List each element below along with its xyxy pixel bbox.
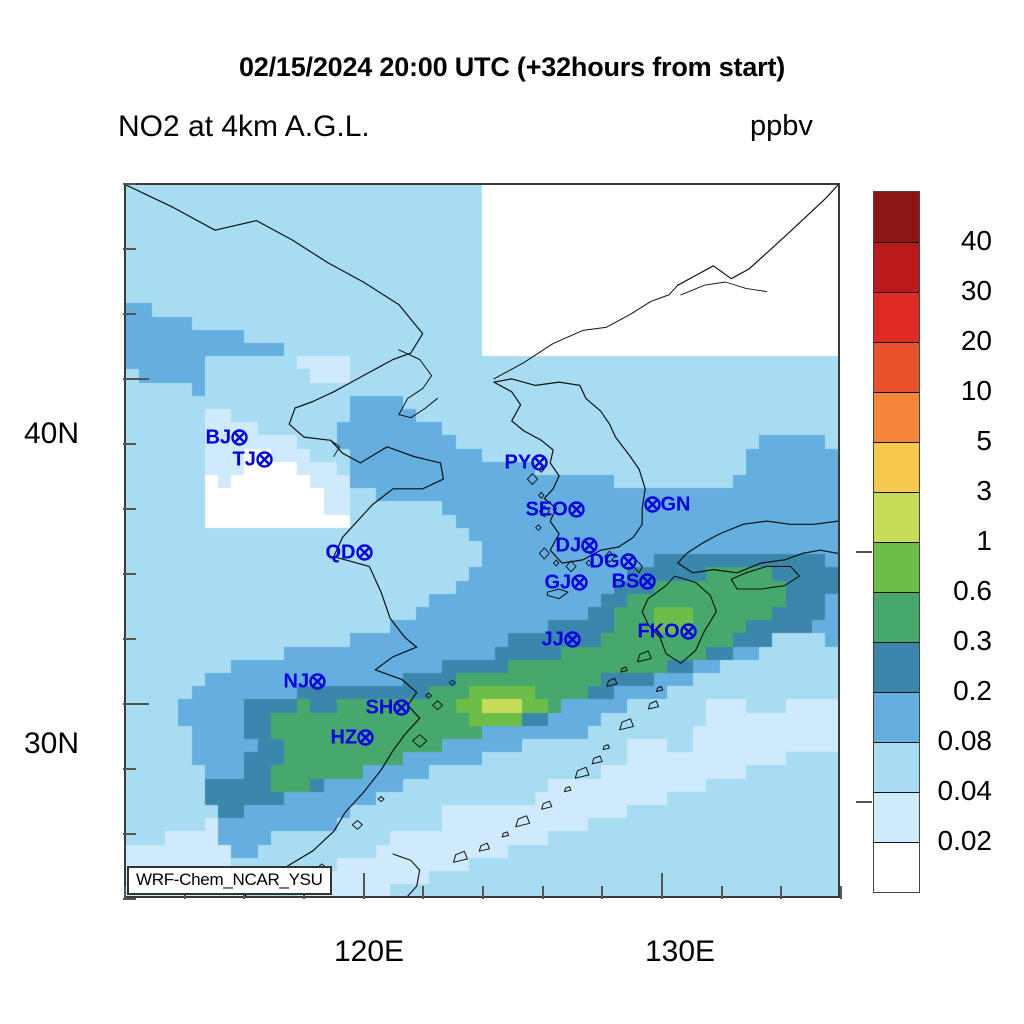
colorbar-minor-tick <box>856 551 872 553</box>
y-tick-label-40N: 40N <box>24 417 80 450</box>
y-tick-label-30N: 30N <box>24 727 80 760</box>
circle-x-icon <box>619 553 637 570</box>
circle-x-icon <box>564 631 581 648</box>
units-label: ppbv <box>750 110 813 142</box>
colorbar-band-3 <box>874 342 919 392</box>
station-label: DJ <box>555 534 582 557</box>
station-label: DG <box>589 550 620 573</box>
station-marker-sh[interactable]: SH <box>365 696 411 719</box>
colorbar-tick-label-10: 10 <box>960 375 992 406</box>
colorbar-band-2 <box>874 292 919 342</box>
station-marker-qd[interactable]: QD <box>325 541 373 564</box>
colorbar-band-10 <box>874 692 919 742</box>
circle-x-icon <box>581 537 598 554</box>
colorbar-tick-label-0.6: 0.6 <box>953 575 992 606</box>
station-label: FKO <box>637 620 680 643</box>
x-tick-label-120E: 120E <box>334 935 405 968</box>
station-marker-jj[interactable]: JJ <box>541 628 581 651</box>
colorbar-band-4 <box>874 392 919 442</box>
circle-x-icon <box>639 573 656 590</box>
station-marker-hz[interactable]: HZ <box>330 726 375 749</box>
colorbar-band-1 <box>874 242 919 292</box>
circle-x-icon <box>393 699 410 716</box>
colorbar-minor-tick <box>856 801 872 803</box>
station-label: NJ <box>283 670 310 693</box>
page-title: 02/15/2024 20:00 UTC (+32hours from star… <box>238 52 786 82</box>
station-marker-nj[interactable]: NJ <box>283 670 327 693</box>
circle-x-icon <box>231 429 248 446</box>
colorbar[interactable] <box>873 191 920 893</box>
map-plot-area[interactable] <box>124 183 840 898</box>
colorbar-band-6 <box>874 492 919 542</box>
station-label: HZ <box>330 726 358 749</box>
station-label: BJ <box>205 426 232 449</box>
station-label: GN <box>660 493 691 516</box>
model-attribution-tag: WRF-Chem_NCAR_YSU <box>127 866 332 895</box>
circle-x-icon <box>680 623 697 640</box>
colorbar-tick-label-30: 30 <box>960 275 992 306</box>
x-tick-136 <box>840 886 842 899</box>
colorbar-tick-label-20: 20 <box>960 325 992 356</box>
circle-x-icon <box>568 501 585 518</box>
colorbar-tick-label-0.3: 0.3 <box>953 625 992 656</box>
y-tick-24 <box>123 898 136 900</box>
circle-x-icon <box>355 544 373 561</box>
colorbar-tick-label-3: 3 <box>976 475 992 506</box>
circle-x-icon <box>256 451 273 468</box>
colorbar-tick-label-0.08: 0.08 <box>937 725 993 756</box>
colorbar-tick-label-0.2: 0.2 <box>953 675 992 706</box>
colorbar-band-7 <box>874 542 919 592</box>
station-marker-gj[interactable]: GJ <box>544 571 589 594</box>
colorbar-band-8 <box>874 592 919 642</box>
colorbar-band-0 <box>874 192 919 242</box>
coastline-overlay <box>126 185 838 896</box>
colorbar-labels: 40 30 20 10 5 3 1 0.6 0.3 0.2 0.08 0.04 0.02 <box>856 191 993 891</box>
station-marker-bs[interactable]: BS <box>611 570 657 593</box>
colorbar-band-13 <box>874 842 919 892</box>
station-marker-fko[interactable]: FKO <box>637 620 697 643</box>
colorbar-tick-label-5: 5 <box>976 425 992 456</box>
colorbar-tick-label-0.02: 0.02 <box>937 825 993 856</box>
station-marker-py[interactable]: PY <box>504 451 549 474</box>
station-marker-bj[interactable]: BJ <box>205 426 249 449</box>
station-label: TJ <box>232 448 256 471</box>
station-label: BS <box>611 570 640 593</box>
colorbar-band-12 <box>874 792 919 842</box>
station-marker-dj[interactable]: DJ <box>555 534 599 557</box>
station-label: SEO <box>525 498 568 521</box>
station-label: JJ <box>541 628 564 651</box>
station-label: PY <box>504 451 532 474</box>
station-marker-gn[interactable]: GN <box>643 493 691 516</box>
circle-x-icon <box>571 574 588 591</box>
circle-x-icon <box>531 454 548 471</box>
variable-label: NO2 at 4km A.G.L. <box>118 110 370 143</box>
x-tick-label-130E: 130E <box>645 935 716 968</box>
station-marker-tj[interactable]: TJ <box>232 448 273 471</box>
station-marker-dg[interactable]: DG <box>589 550 637 573</box>
no2-concentration-heatmap <box>126 185 838 896</box>
colorbar-tick-label-40: 40 <box>960 225 992 256</box>
circle-x-icon <box>357 729 374 746</box>
station-label: QD <box>325 541 356 564</box>
station-label: SH <box>365 696 394 719</box>
colorbar-band-5 <box>874 442 919 492</box>
station-label: GJ <box>544 571 572 594</box>
station-marker-seo[interactable]: SEO <box>525 498 585 521</box>
circle-x-icon <box>309 673 326 690</box>
colorbar-tick-label-1: 1 <box>976 525 992 556</box>
colorbar-band-11 <box>874 742 919 792</box>
colorbar-tick-label-0.04: 0.04 <box>937 775 993 806</box>
colorbar-band-9 <box>874 642 919 692</box>
circle-x-icon <box>643 496 661 513</box>
